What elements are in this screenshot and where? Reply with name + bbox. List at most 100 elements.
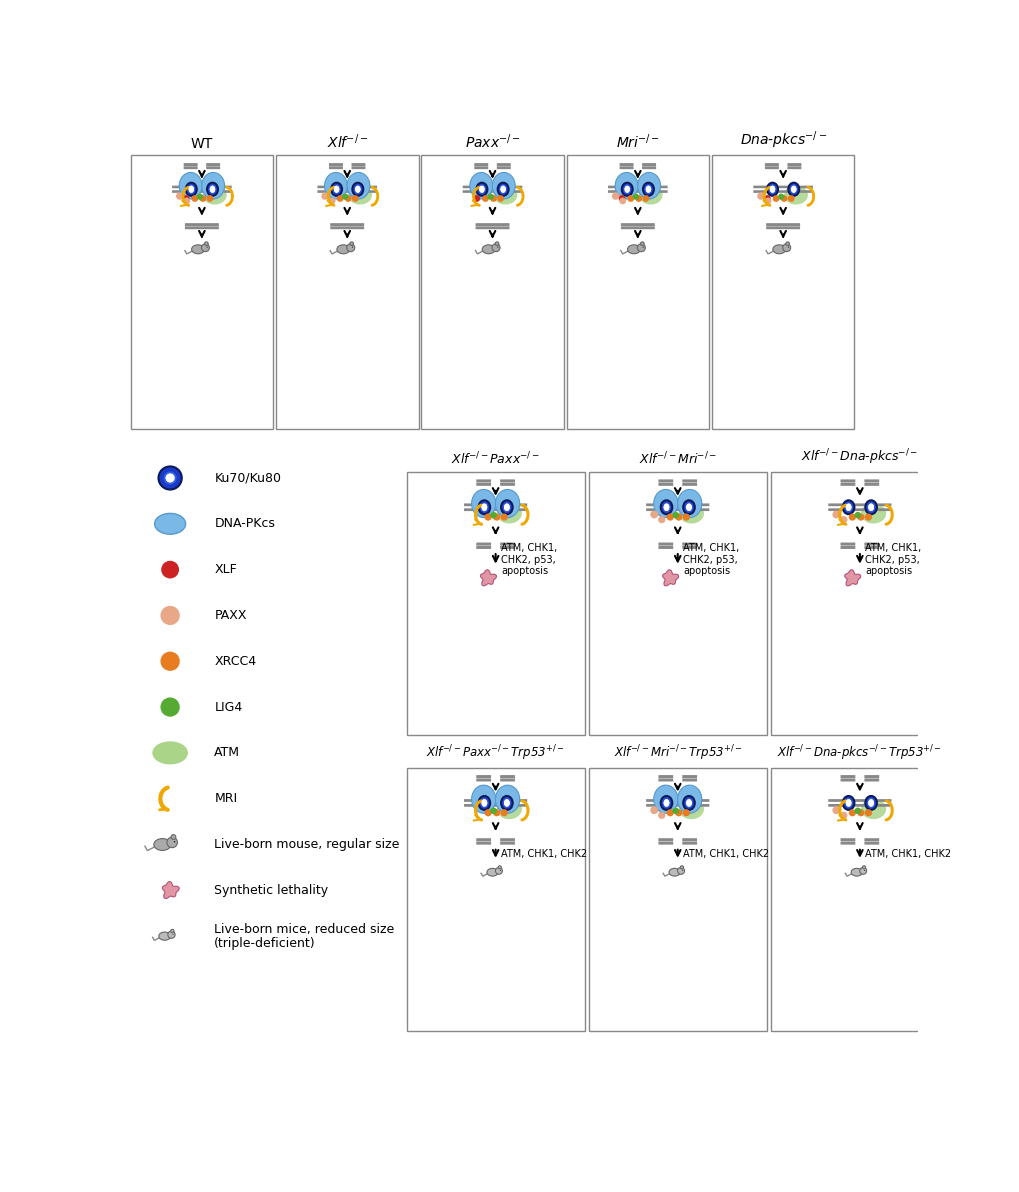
Ellipse shape bbox=[624, 186, 630, 193]
Ellipse shape bbox=[860, 799, 886, 819]
Ellipse shape bbox=[189, 186, 194, 193]
FancyBboxPatch shape bbox=[474, 167, 488, 169]
FancyBboxPatch shape bbox=[658, 778, 673, 782]
Ellipse shape bbox=[503, 503, 510, 511]
Ellipse shape bbox=[500, 186, 505, 193]
Ellipse shape bbox=[210, 186, 215, 193]
Text: Xlf$^{-/-}$Dna-pkcs$^{-/-}$: Xlf$^{-/-}$Dna-pkcs$^{-/-}$ bbox=[801, 448, 917, 467]
Ellipse shape bbox=[482, 244, 494, 254]
FancyBboxPatch shape bbox=[645, 799, 708, 802]
Ellipse shape bbox=[663, 799, 668, 807]
Text: ATM, CHK1,
CHK2, p53,
apoptosis: ATM, CHK1, CHK2, p53, apoptosis bbox=[683, 544, 739, 576]
FancyBboxPatch shape bbox=[863, 778, 878, 782]
Circle shape bbox=[862, 865, 865, 869]
Ellipse shape bbox=[481, 503, 487, 511]
Ellipse shape bbox=[496, 799, 522, 819]
Ellipse shape bbox=[623, 185, 631, 194]
Text: Xlf$^{-/-}$Dna-pkcs$^{-/-}$Trp53$^{+/-}$: Xlf$^{-/-}$Dna-pkcs$^{-/-}$Trp53$^{+/-}$ bbox=[776, 744, 942, 763]
Ellipse shape bbox=[163, 472, 176, 484]
FancyBboxPatch shape bbox=[183, 163, 198, 166]
Ellipse shape bbox=[492, 173, 515, 199]
Circle shape bbox=[492, 514, 499, 521]
Ellipse shape bbox=[481, 503, 487, 511]
Ellipse shape bbox=[331, 182, 341, 195]
FancyBboxPatch shape bbox=[499, 542, 515, 546]
Circle shape bbox=[764, 198, 770, 204]
Ellipse shape bbox=[845, 503, 851, 511]
FancyBboxPatch shape bbox=[499, 479, 515, 483]
Polygon shape bbox=[844, 570, 860, 585]
Ellipse shape bbox=[784, 186, 807, 205]
Ellipse shape bbox=[355, 186, 360, 193]
FancyBboxPatch shape bbox=[463, 186, 522, 188]
Circle shape bbox=[160, 652, 179, 671]
Ellipse shape bbox=[642, 182, 653, 195]
Text: MRI: MRI bbox=[214, 793, 237, 805]
Ellipse shape bbox=[663, 799, 668, 807]
FancyBboxPatch shape bbox=[863, 542, 878, 546]
Circle shape bbox=[672, 807, 679, 814]
FancyBboxPatch shape bbox=[863, 479, 878, 483]
FancyBboxPatch shape bbox=[863, 546, 878, 550]
Circle shape bbox=[649, 510, 657, 519]
Ellipse shape bbox=[772, 244, 785, 254]
Circle shape bbox=[854, 511, 860, 519]
FancyBboxPatch shape bbox=[476, 479, 490, 483]
Ellipse shape bbox=[333, 186, 339, 193]
Ellipse shape bbox=[622, 182, 632, 195]
FancyBboxPatch shape bbox=[840, 775, 855, 778]
Circle shape bbox=[336, 195, 343, 201]
FancyBboxPatch shape bbox=[330, 223, 364, 226]
FancyBboxPatch shape bbox=[464, 508, 527, 511]
Ellipse shape bbox=[661, 797, 671, 808]
Circle shape bbox=[619, 198, 626, 204]
FancyBboxPatch shape bbox=[642, 163, 655, 166]
Ellipse shape bbox=[791, 186, 796, 193]
FancyBboxPatch shape bbox=[206, 167, 220, 169]
Text: Xlf$^{-/-}$Paxx$^{-/-}$Trp53$^{+/-}$: Xlf$^{-/-}$Paxx$^{-/-}$Trp53$^{+/-}$ bbox=[426, 744, 565, 763]
FancyBboxPatch shape bbox=[753, 191, 812, 193]
Circle shape bbox=[170, 930, 174, 932]
Ellipse shape bbox=[479, 186, 484, 193]
Text: Paxx$^{-/-}$: Paxx$^{-/-}$ bbox=[464, 132, 520, 150]
Ellipse shape bbox=[503, 503, 510, 511]
FancyBboxPatch shape bbox=[476, 842, 490, 845]
Circle shape bbox=[637, 243, 645, 252]
Ellipse shape bbox=[493, 186, 517, 205]
Circle shape bbox=[160, 606, 179, 625]
Ellipse shape bbox=[192, 244, 204, 254]
Circle shape bbox=[176, 192, 183, 200]
Text: ATM, CHK1, CHK2: ATM, CHK1, CHK2 bbox=[500, 849, 587, 858]
FancyBboxPatch shape bbox=[658, 483, 673, 486]
Circle shape bbox=[484, 514, 491, 521]
Circle shape bbox=[840, 812, 847, 819]
FancyBboxPatch shape bbox=[827, 508, 891, 511]
Text: Live-born mouse, regular size: Live-born mouse, regular size bbox=[214, 838, 399, 851]
FancyBboxPatch shape bbox=[765, 226, 799, 229]
Circle shape bbox=[496, 195, 503, 201]
Circle shape bbox=[848, 809, 855, 817]
Circle shape bbox=[840, 516, 847, 523]
Ellipse shape bbox=[500, 796, 513, 809]
Circle shape bbox=[666, 514, 674, 521]
Circle shape bbox=[682, 514, 689, 521]
Ellipse shape bbox=[189, 186, 194, 193]
Ellipse shape bbox=[844, 502, 852, 513]
FancyBboxPatch shape bbox=[172, 191, 231, 193]
Circle shape bbox=[161, 560, 179, 578]
Circle shape bbox=[482, 195, 488, 201]
Ellipse shape bbox=[627, 244, 640, 254]
FancyBboxPatch shape bbox=[499, 483, 515, 486]
Circle shape bbox=[497, 865, 501, 869]
Ellipse shape bbox=[207, 182, 218, 195]
Circle shape bbox=[500, 514, 507, 521]
FancyBboxPatch shape bbox=[475, 223, 508, 226]
FancyBboxPatch shape bbox=[183, 167, 198, 169]
Text: ATM, CHK1, CHK2: ATM, CHK1, CHK2 bbox=[683, 849, 768, 858]
Ellipse shape bbox=[789, 185, 797, 194]
Ellipse shape bbox=[791, 186, 796, 193]
Ellipse shape bbox=[866, 797, 874, 808]
Circle shape bbox=[344, 195, 352, 201]
Ellipse shape bbox=[336, 244, 350, 254]
Ellipse shape bbox=[208, 185, 216, 194]
